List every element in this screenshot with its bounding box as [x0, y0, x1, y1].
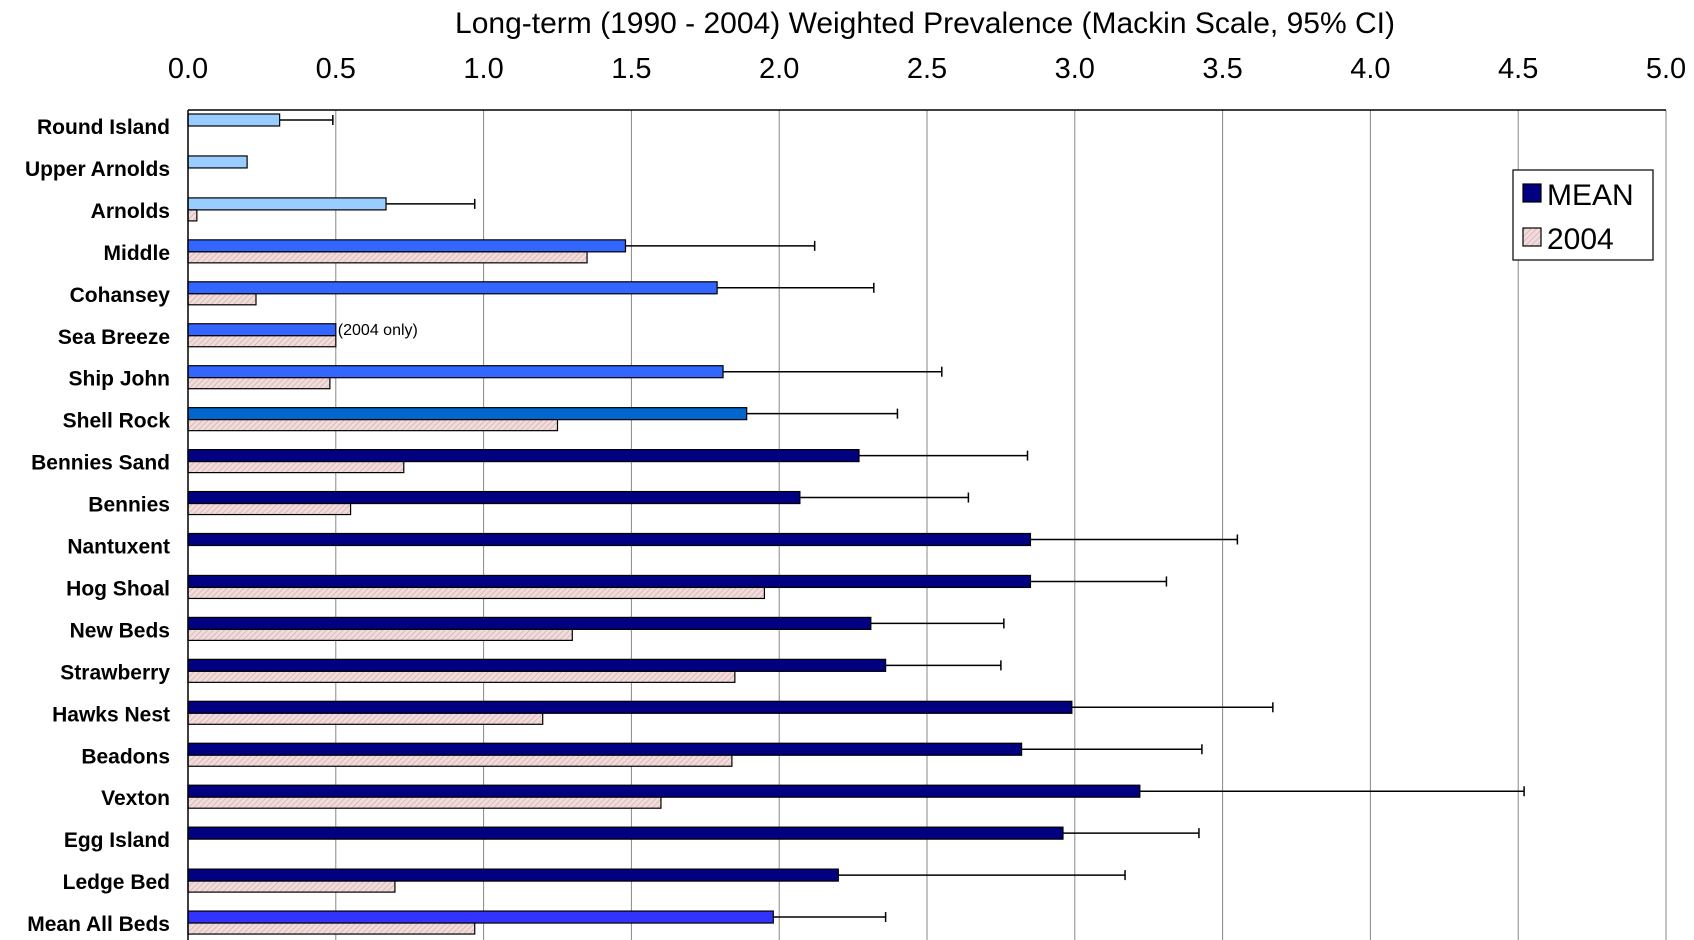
bar-mean	[187, 868, 839, 882]
category-label: Egg Island	[64, 829, 170, 852]
category-label: New Beds	[70, 619, 170, 642]
x-tick-label: 1.5	[611, 53, 651, 85]
annotations: (2004 only)	[338, 322, 418, 339]
chart-title: Long-term (1990 - 2004) Weighted Prevale…	[455, 7, 1395, 40]
bar-2004	[187, 712, 544, 725]
legend: MEAN 2004	[1512, 169, 1654, 261]
bar-2004	[187, 922, 476, 935]
bar-mean	[187, 323, 337, 337]
category-label: Round Island	[37, 116, 170, 139]
category-label: Cohansey	[70, 284, 171, 307]
category-label: Hawks Nest	[52, 703, 170, 726]
bar-2004	[187, 796, 662, 809]
bar-mean	[187, 826, 1064, 840]
category-label: Ship John	[69, 368, 171, 391]
category-label: Strawberry	[60, 661, 170, 684]
x-tick-label: 2.0	[759, 53, 799, 85]
bar-2004	[187, 335, 337, 348]
bar-2004	[187, 293, 257, 306]
category-label: Nantuxent	[67, 536, 170, 559]
bar-2004	[187, 586, 766, 600]
annotation-label: (2004 only)	[338, 322, 418, 339]
bar-2004	[187, 880, 396, 893]
bar-mean	[187, 281, 718, 295]
bar-2004	[187, 754, 733, 767]
category-labels: Round Island Upper Arnolds Arnolds Middle Co…	[25, 116, 170, 936]
bar-2004	[187, 251, 588, 264]
legend-swatch	[1522, 183, 1542, 203]
bar-mean	[187, 365, 724, 379]
x-axis-tick-labels: 0.0 0.5 1.0 1.5 2.0 2.5 3.0 3.5 4.0 4.5 5.0	[168, 53, 1686, 85]
bar-mean	[187, 742, 1023, 756]
bars	[187, 113, 1141, 935]
bar-mean	[187, 449, 860, 463]
bar-mean	[187, 784, 1141, 798]
bar-2004	[187, 419, 559, 432]
x-tick-label: 4.0	[1350, 53, 1390, 85]
bar-mean	[187, 407, 748, 421]
bar-2004	[187, 502, 352, 516]
category-label: Shell Rock	[63, 410, 171, 433]
category-label: Upper Arnolds	[25, 158, 170, 181]
x-tick-label: 2.5	[907, 53, 947, 85]
legend-label: MEAN	[1547, 179, 1634, 212]
bar-mean	[187, 700, 1073, 714]
category-label: Bennies Sand	[31, 452, 170, 475]
bar-2004	[187, 628, 573, 642]
bar-mean	[187, 155, 248, 169]
category-label: Middle	[104, 242, 171, 265]
x-tick-label: 3.5	[1202, 53, 1242, 85]
x-tick-label: 4.5	[1498, 53, 1538, 85]
bar-2004	[187, 377, 331, 390]
category-label: Beadons	[81, 745, 170, 768]
grid-lines	[335, 110, 1667, 940]
category-label: Mean All Beds	[27, 913, 170, 936]
bar-mean	[187, 658, 887, 672]
category-label: Vexton	[101, 787, 170, 810]
bar-mean	[187, 239, 627, 253]
bar-mean	[187, 113, 281, 127]
category-label: Bennies	[88, 494, 170, 517]
bar-mean	[187, 574, 1032, 589]
bar-2004	[187, 209, 198, 222]
bar-mean	[187, 490, 801, 505]
x-tick-label: 0.0	[168, 53, 208, 85]
bar-mean	[187, 910, 774, 924]
error-bars	[279, 115, 1525, 923]
x-tick-label: 3.0	[1055, 53, 1095, 85]
legend-label: 2004	[1547, 223, 1614, 256]
bar-mean	[187, 616, 872, 631]
bar-2004	[187, 461, 405, 474]
bar-2004	[187, 670, 736, 683]
bar-mean	[187, 197, 387, 211]
category-label: Sea Breeze	[58, 326, 170, 349]
category-label: Arnolds	[91, 200, 170, 223]
legend-swatch	[1522, 227, 1542, 247]
category-label: Ledge Bed	[63, 871, 170, 894]
category-label: Hog Shoal	[66, 577, 170, 600]
x-tick-label: 1.0	[463, 53, 503, 85]
x-tick-label: 5.0	[1646, 53, 1686, 85]
x-tick-label: 0.5	[316, 53, 356, 85]
bar-mean	[187, 532, 1032, 547]
